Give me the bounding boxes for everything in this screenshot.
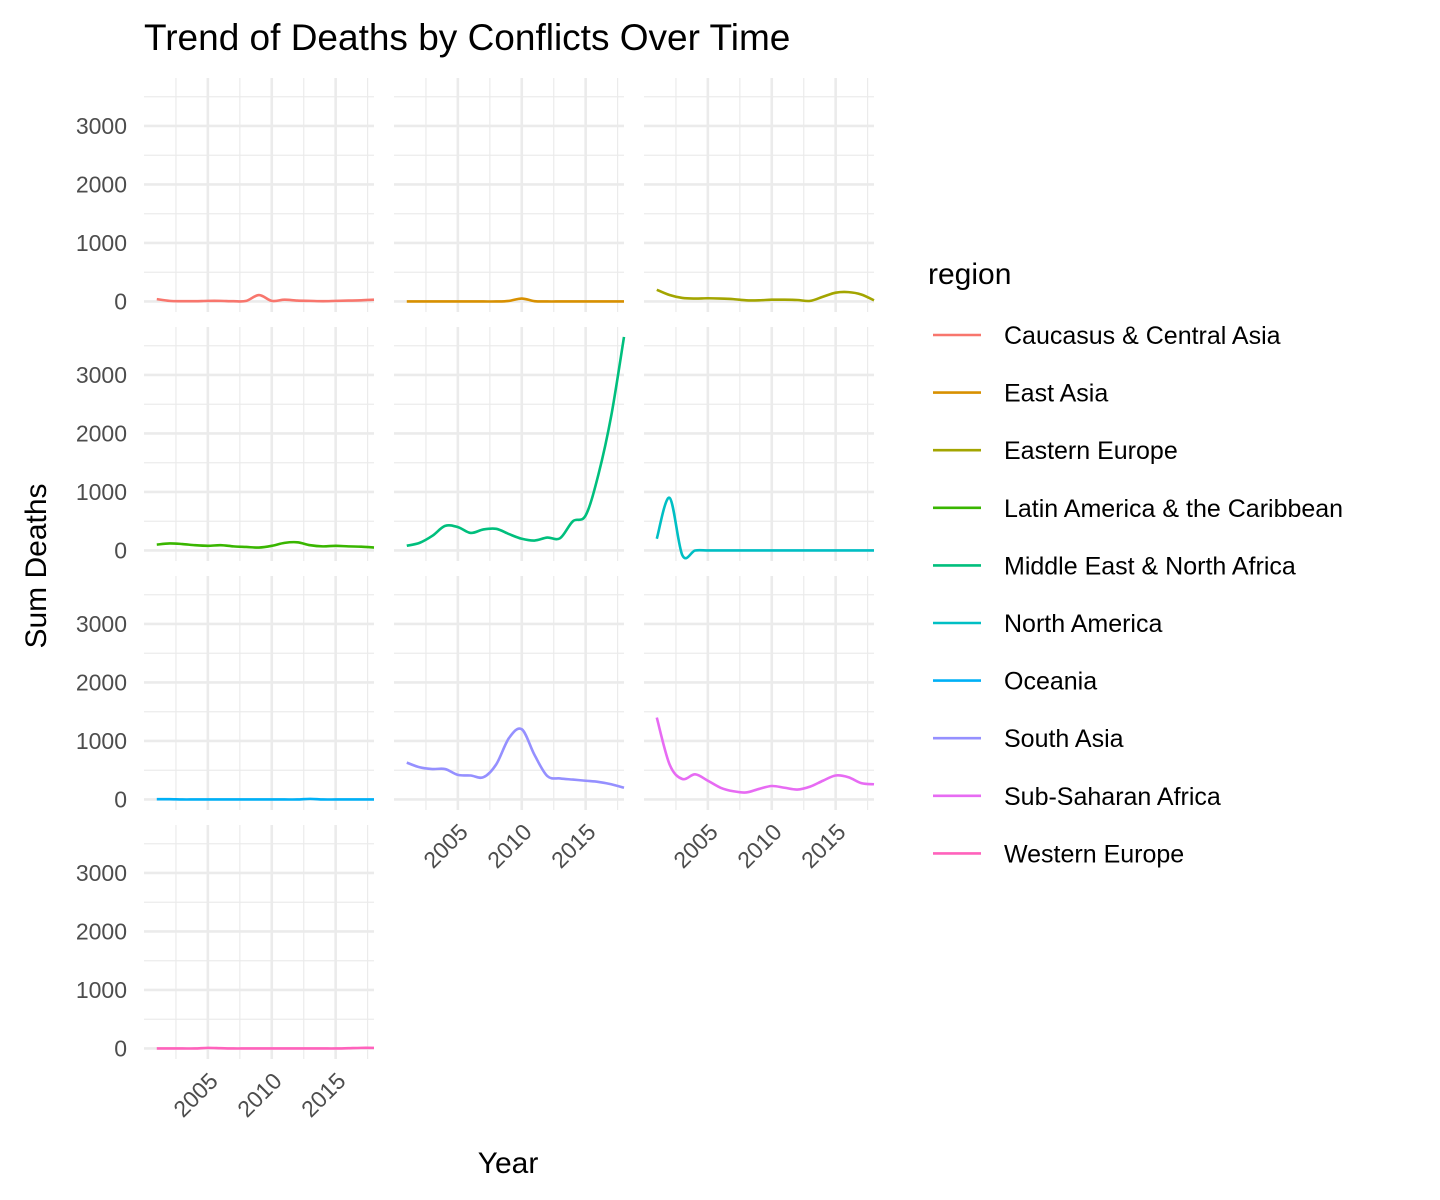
panel-south-asia: 2005 2010 2015 [394, 576, 625, 874]
y-tick-label: 1000 [76, 479, 127, 505]
legend-title: region [928, 258, 1011, 291]
x-tick-label: 2015 [296, 1068, 351, 1123]
legend-item-sub-saharan-africa: Sub-Saharan Africa [933, 783, 1221, 811]
panel-western-europe: 0 1000 2000 3000 2005 2010 2015 [76, 825, 375, 1123]
y-tick-label: 3000 [76, 362, 127, 388]
series-line-east-asia [406, 297, 624, 303]
panel-latin-america-and-the-caribbean: 0 1000 2000 3000 [76, 327, 375, 563]
legend-label: Middle East & North Africa [1004, 552, 1296, 580]
y-tick-label: 2000 [76, 918, 127, 944]
y-tick-label: 1000 [76, 977, 127, 1003]
y-tick-label: 0 [114, 1035, 127, 1061]
legend-label: North America [1004, 610, 1162, 638]
y-tick-label: 1000 [76, 230, 127, 256]
y-tick-label: 3000 [76, 860, 127, 886]
x-tick-label: 2005 [168, 1068, 223, 1123]
chart-title: Trend of Deaths by Conflicts Over Time [144, 17, 790, 58]
legend-item-south-asia: South Asia [933, 725, 1124, 753]
legend-label: Latin America & the Caribbean [1004, 495, 1343, 523]
x-tick-label: 2010 [482, 819, 537, 874]
legend-label: Oceania [1004, 668, 1097, 696]
x-tick-label: 2010 [232, 1068, 287, 1123]
y-tick-label: 1000 [76, 728, 127, 754]
panel-sub-saharan-africa: 2005 2010 2015 [644, 576, 875, 874]
legend: Caucasus & Central Asia East Asia Eastern … [933, 322, 1343, 868]
legend-label: South Asia [1004, 725, 1124, 753]
y-tick-label: 0 [114, 288, 127, 314]
panel-oceania: 0 1000 2000 3000 [76, 576, 374, 812]
x-tick-label: 2015 [796, 819, 851, 874]
legend-item-latin-america-and-the-caribbean: Latin America & the Caribbean [933, 495, 1343, 523]
y-tick-label: 0 [114, 537, 127, 563]
x-axis-title: Year [478, 1147, 539, 1180]
panel-north-america [644, 327, 874, 561]
legend-label: Eastern Europe [1004, 437, 1178, 465]
legend-item-caucasus-and-central-asia: Caucasus & Central Asia [933, 322, 1281, 350]
facet-panels: 0 1000 2000 3000 0 1000 2000 3000 0 1000 2000 3000 2… [76, 78, 875, 1123]
y-tick-label: 2000 [76, 420, 127, 446]
panel-eastern-europe [644, 78, 875, 312]
series-line-eastern-europe [656, 288, 875, 303]
series-line-latin-america-and-the-caribbean [156, 540, 375, 549]
panel-caucasus-and-central-asia: 0 1000 2000 3000 [76, 78, 375, 314]
y-tick-label: 3000 [76, 113, 127, 139]
series-line-north-america [655, 496, 874, 560]
legend-item-western-europe: Western Europe [933, 840, 1184, 868]
series-line-middle-east-and-north-africa [406, 336, 626, 548]
series-line-south-asia [406, 727, 625, 790]
legend-item-oceania: Oceania [933, 668, 1097, 696]
x-tick-label: 2015 [546, 819, 601, 874]
legend-label: East Asia [1004, 380, 1108, 408]
series-line-sub-saharan-africa [655, 717, 875, 794]
legend-label: Western Europe [1004, 840, 1184, 868]
legend-item-eastern-europe: Eastern Europe [933, 437, 1178, 465]
series-line-caucasus-and-central-asia [156, 293, 375, 303]
series-line-western-europe [156, 1046, 375, 1050]
panel-east-asia [394, 78, 624, 312]
legend-item-east-asia: East Asia [933, 380, 1108, 408]
x-tick-label: 2010 [732, 819, 787, 874]
panel-middle-east-and-north-africa [394, 327, 626, 561]
legend-item-middle-east-and-north-africa: Middle East & North Africa [933, 552, 1296, 580]
y-tick-label: 2000 [76, 669, 127, 695]
legend-label: Sub-Saharan Africa [1004, 783, 1221, 811]
x-tick-label: 2005 [418, 819, 473, 874]
y-tick-label: 2000 [76, 171, 127, 197]
y-axis-title: Sum Deaths [20, 483, 53, 648]
y-tick-label: 0 [114, 786, 127, 812]
legend-label: Caucasus & Central Asia [1004, 322, 1281, 350]
y-tick-label: 3000 [76, 611, 127, 637]
legend-item-north-america: North America [933, 610, 1162, 638]
series-line-oceania [156, 797, 374, 801]
x-tick-label: 2005 [668, 819, 723, 874]
